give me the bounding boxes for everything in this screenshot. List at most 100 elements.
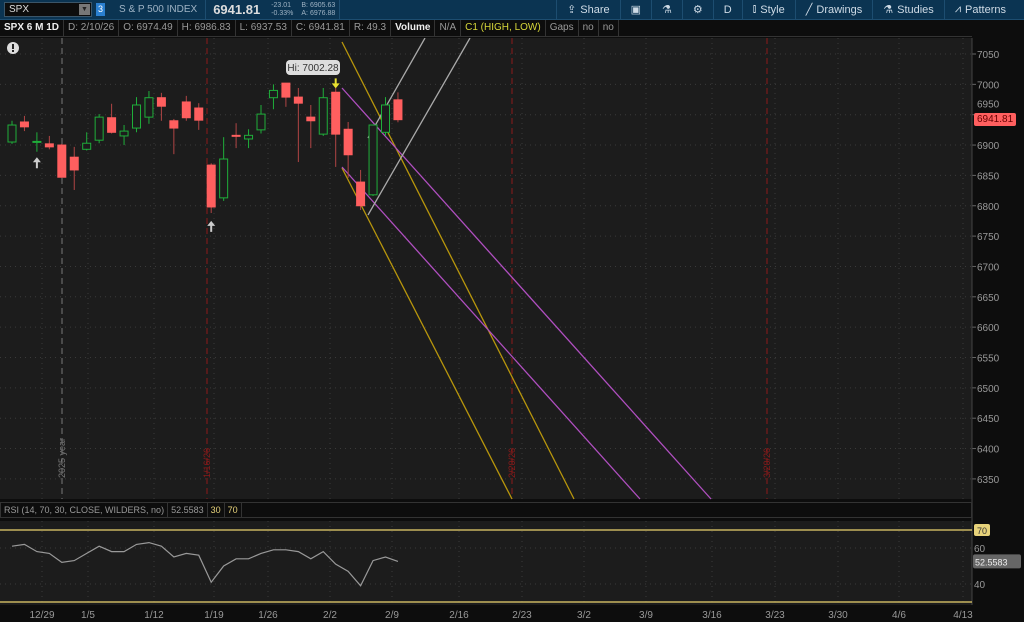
flask-icon: ⚗ — [883, 4, 894, 16]
symbol-value: SPX — [9, 4, 30, 15]
toolbar-button-flask-icon[interactable]: ⚗ — [651, 0, 682, 20]
price-tick: 6600 — [977, 323, 1000, 334]
candle — [156, 92, 166, 121]
candle — [368, 124, 378, 197]
toolbar-button-studies[interactable]: ⚗ Studies — [872, 0, 944, 20]
price-chart[interactable]: 7050 7000 6950 6900 6850 6800 6750 6700 6650 6600… — [0, 38, 1024, 622]
bid-ask: B: 6905.63 A: 6976.88 — [297, 2, 339, 18]
date-tick: 4/6 — [892, 610, 906, 621]
date-tick: 2/23 — [512, 610, 532, 621]
price-tick: 6550 — [977, 354, 1000, 365]
change-value: -23.01 — [271, 1, 292, 9]
channel-line[interactable] — [341, 41, 575, 500]
channel-line[interactable] — [341, 167, 513, 500]
price-tick: 6500 — [977, 384, 1000, 395]
info-high: H: 6986.83 — [178, 20, 236, 36]
symbol-input[interactable]: SPX ▼ — [4, 2, 92, 17]
candle — [331, 87, 341, 167]
candle — [32, 132, 42, 152]
price-tick: 7050 — [977, 50, 1000, 61]
candle — [119, 125, 129, 146]
rsi-label[interactable]: RSI (14, 70, 30, CLOSE, WILDERS, no) — [1, 503, 169, 517]
channel-line[interactable] — [341, 87, 712, 500]
volume-study[interactable]: Volume — [391, 20, 436, 36]
toolbar-button-label: Style — [760, 3, 785, 16]
alert-icon[interactable] — [7, 42, 19, 54]
date-tick: 12/29 — [29, 610, 54, 621]
info-range: R: 49.3 — [350, 20, 392, 36]
date-tick: 3/9 — [639, 610, 653, 621]
candle — [268, 84, 278, 110]
candle — [231, 123, 241, 149]
price-tick: 6450 — [977, 414, 1000, 425]
channel-line[interactable] — [341, 166, 641, 500]
toolbar-button-label: Patterns — [965, 3, 1006, 16]
arrow-up-icon — [32, 157, 41, 169]
toolbar-button-patterns[interactable]: ⩘ Patterns — [943, 0, 1016, 20]
info-low: L: 6937.53 — [236, 20, 292, 36]
arrow-down-icon — [331, 78, 340, 89]
channel-line[interactable] — [367, 38, 426, 139]
gaps-no-2: no — [599, 20, 619, 36]
price-tick: 6850 — [977, 171, 1000, 182]
toolbar: SPX ▼ 3 S & P 500 INDEX 6941.81 -23.01 -0.… — [0, 0, 1024, 20]
rsi-overbought: 70 — [225, 503, 242, 517]
candle — [206, 163, 216, 214]
rsi-line — [11, 541, 399, 587]
candle — [19, 115, 29, 132]
date-marker-label: 2025 year — [57, 438, 67, 478]
price-tick: 6700 — [977, 262, 1000, 273]
candle — [244, 129, 254, 149]
rsi-header: RSI (14, 70, 30, CLOSE, WILDERS, no) 52.… — [0, 502, 972, 518]
instrument-name: S & P 500 INDEX — [119, 4, 198, 15]
candle — [194, 103, 204, 130]
channel-line[interactable] — [367, 38, 471, 216]
date-tick: 1/12 — [144, 610, 164, 621]
date-tick: 2/9 — [385, 610, 399, 621]
toolbar-button-share[interactable]: ⇪ Share — [556, 0, 620, 20]
ask: A: 6976.88 — [301, 9, 336, 17]
chart-title: SPX 6 M 1D — [0, 20, 65, 36]
candle — [306, 104, 316, 149]
toolbar-button-d[interactable]: D — [712, 0, 742, 20]
gaps-study[interactable]: Gaps — [546, 20, 579, 36]
candle — [281, 82, 291, 107]
candle — [219, 137, 229, 201]
price-tick: 6750 — [977, 232, 1000, 243]
toolbar-button-label: D — [723, 3, 732, 16]
toolbar-button-style[interactable]: ⫾ Style — [741, 0, 795, 20]
share-icon: ⇪ — [567, 4, 577, 16]
toolbar-button-gear-icon[interactable]: ⚙ — [681, 0, 713, 20]
toolbar-button-label: Studies — [897, 3, 934, 16]
date-tick: 2/2 — [323, 610, 337, 621]
volume-value: N/A — [435, 20, 462, 36]
rsi-70-tag: 70 — [977, 526, 987, 536]
toolbar-button-calendar-clock-icon[interactable]: ▣ — [619, 0, 651, 20]
pencil-line-icon: ╱ — [805, 4, 813, 16]
info-open: O: 6974.49 — [119, 20, 178, 36]
candle — [44, 135, 54, 150]
candle — [181, 95, 191, 121]
price-tick: 6400 — [977, 445, 1000, 456]
candle — [132, 97, 141, 133]
gear-icon: ⚙ — [692, 4, 703, 16]
rsi-value: 52.5583 — [168, 503, 208, 517]
price-tick: 6950 — [977, 100, 1000, 111]
date-tick: 1/5 — [81, 610, 95, 621]
change: -23.01 -0.33% — [267, 2, 297, 18]
date-marker-label: 3/20/26 — [762, 448, 772, 478]
link-badge[interactable]: 3 — [96, 3, 105, 16]
toolbar-button-drawings[interactable]: ╱ Drawings — [794, 0, 872, 20]
gaps-no-1: no — [579, 20, 599, 36]
date-tick: 3/30 — [828, 610, 848, 621]
bid: B: 6905.63 — [301, 1, 336, 9]
arrow-up-icon — [207, 220, 216, 232]
info-date: D: 2/10/26 — [64, 20, 120, 36]
rsi-tick: 60 — [974, 544, 986, 555]
patterns-icon: ⩘ — [954, 3, 962, 15]
channel-study[interactable]: C1 (HIGH, LOW) — [461, 20, 546, 36]
price-tick: 6900 — [977, 141, 1000, 152]
chevron-down-icon[interactable]: ▼ — [79, 4, 90, 15]
candle — [82, 132, 92, 151]
candle — [356, 169, 366, 210]
